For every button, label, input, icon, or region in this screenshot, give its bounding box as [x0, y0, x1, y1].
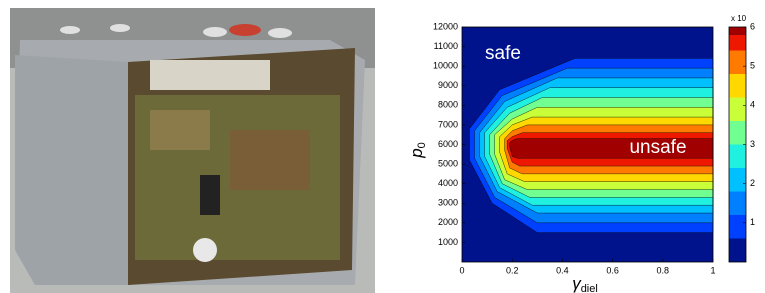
- colorbar-segment: [729, 168, 746, 192]
- colorbar-segment: [729, 215, 746, 239]
- y-tick-label: 6000: [438, 139, 458, 149]
- colorbar-label: x 10: [731, 14, 747, 23]
- x-tick-label: 0.8: [657, 265, 670, 275]
- y-tick-label: 11000: [434, 41, 458, 51]
- colorbar-segment: [729, 27, 746, 35]
- annotation: safe: [485, 43, 521, 64]
- colorbar-segment: [729, 50, 746, 74]
- colorbar-tick-label: 3: [750, 139, 755, 149]
- connector: [203, 27, 227, 37]
- x-axis-label-sub: diel: [581, 283, 598, 293]
- colorbar-segment: [729, 144, 746, 168]
- colorbar-segment: [729, 34, 746, 51]
- colorbar-segment: [729, 74, 746, 98]
- y-axis-label: p0: [407, 142, 427, 159]
- x-tick-label: 1: [710, 265, 715, 275]
- y-tick-label: 1000: [438, 237, 458, 247]
- colorbar-segment: [729, 121, 746, 145]
- component: [193, 238, 217, 262]
- x-axis-label-main: γ: [572, 274, 582, 293]
- y-tick-label: 12000: [433, 21, 458, 31]
- y-axis-label-sub: 0: [416, 142, 428, 148]
- contour-level: [509, 138, 714, 159]
- connector: [110, 24, 130, 32]
- colorbar-segment: [729, 191, 746, 215]
- connector: [60, 26, 80, 34]
- component: [200, 175, 220, 215]
- colorbar-tick-label: 6: [750, 21, 755, 31]
- y-tick-label: 4000: [438, 178, 458, 188]
- circuit-area: [150, 110, 210, 150]
- circuit-area: [230, 130, 310, 190]
- x-tick-label: 0.2: [506, 265, 519, 275]
- colorbar-tick-label: 4: [750, 100, 755, 110]
- annotation: unsafe: [629, 137, 686, 158]
- y-tick-label: 5000: [438, 158, 458, 168]
- y-tick-label: 7000: [438, 119, 458, 129]
- y-tick-label: 9000: [438, 80, 458, 90]
- x-axis-label: γdiel: [572, 274, 598, 293]
- connector: [229, 24, 261, 36]
- box-side: [15, 55, 128, 285]
- x-tick-label: 0.4: [556, 265, 569, 275]
- colorbar-tick-label: 5: [750, 61, 755, 71]
- y-tick-label: 2000: [438, 217, 458, 227]
- photo: [10, 8, 375, 293]
- y-tick-label: 3000: [438, 198, 458, 208]
- y-axis-label-main: p: [407, 148, 426, 158]
- x-tick-label: 0: [459, 265, 464, 275]
- colorbar-tick-label: 1: [750, 217, 755, 227]
- x-tick-label: 0.6: [606, 265, 619, 275]
- connector: [268, 28, 292, 38]
- colorbar-segment: [729, 97, 746, 121]
- y-tick-label: 10000: [433, 61, 458, 71]
- colorbar-tick-label: 2: [750, 178, 755, 188]
- y-tick-label: 8000: [438, 100, 458, 110]
- wires: [150, 60, 270, 90]
